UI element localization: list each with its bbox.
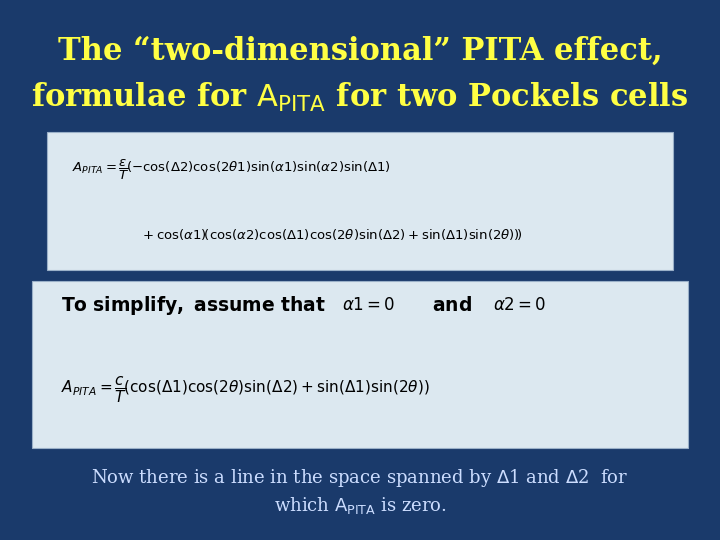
Text: $\mathbf{To\ simplify,\ assume\ that}$: $\mathbf{To\ simplify,\ assume\ that}$ xyxy=(61,294,325,316)
Text: $A_{PITA} = \dfrac{\epsilon}{T}\!\left(-\cos(\Delta 2)\cos(2\theta 1)\sin(\alpha: $A_{PITA} = \dfrac{\epsilon}{T}\!\left(-… xyxy=(72,158,391,182)
Text: formulae for $\mathrm{A_{PITA}}$ for two Pockels cells: formulae for $\mathrm{A_{PITA}}$ for two… xyxy=(32,80,688,114)
Text: Now there is a line in the space spanned by $\Delta$1 and $\Delta$2  for: Now there is a line in the space spanned… xyxy=(91,467,629,489)
FancyBboxPatch shape xyxy=(47,132,673,270)
Text: $\alpha 1 = 0$: $\alpha 1 = 0$ xyxy=(342,296,395,314)
Text: which $\mathrm{A_{PITA}}$ is zero.: which $\mathrm{A_{PITA}}$ is zero. xyxy=(274,496,446,516)
Text: $\left.+\cos(\alpha 1)\!\left(\cos(\alpha 2)\cos(\Delta 1)\cos(2\theta)\sin(\Del: $\left.+\cos(\alpha 1)\!\left(\cos(\alph… xyxy=(140,227,523,242)
Text: $A_{PITA} = \dfrac{c}{T}\!\left(\cos(\Delta 1)\cos(2\theta)\sin(\Delta 2)+\sin(\: $A_{PITA} = \dfrac{c}{T}\!\left(\cos(\De… xyxy=(61,375,430,405)
Text: The “two-dimensional” PITA effect,: The “two-dimensional” PITA effect, xyxy=(58,36,662,67)
Text: $\alpha 2 = 0$: $\alpha 2 = 0$ xyxy=(493,296,546,314)
FancyBboxPatch shape xyxy=(32,281,688,448)
Text: $\mathbf{and}$: $\mathbf{and}$ xyxy=(432,295,472,315)
